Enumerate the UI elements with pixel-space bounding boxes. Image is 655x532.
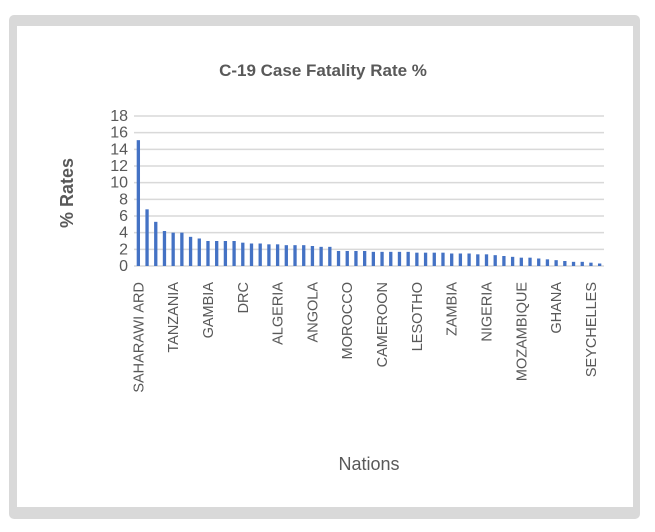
bar — [450, 253, 454, 266]
bar — [554, 260, 558, 266]
x-category-label: ANGOLA — [305, 282, 321, 343]
bar — [563, 261, 567, 266]
bar — [415, 252, 419, 266]
bar — [362, 251, 367, 266]
bar — [171, 232, 175, 266]
bar — [510, 256, 515, 266]
x-category-label: MOROCCO — [340, 282, 356, 359]
bar — [293, 245, 297, 266]
bar — [215, 241, 219, 266]
x-category-label: MOZAMBIQUE — [514, 282, 530, 381]
bar — [258, 243, 262, 266]
bar — [519, 257, 523, 266]
x-category-label: DRC — [236, 282, 252, 313]
bar — [241, 242, 245, 266]
y-tick-label: 2 — [119, 241, 128, 258]
bar — [589, 262, 593, 266]
bar — [197, 238, 201, 266]
y-tick-label: 6 — [119, 208, 128, 225]
bar — [267, 244, 271, 266]
bar — [336, 251, 341, 266]
gridlines — [134, 115, 604, 267]
bar — [545, 259, 550, 266]
bar — [441, 252, 445, 266]
bar — [319, 246, 323, 266]
x-axis-label: Nations — [338, 454, 399, 474]
x-category-label: LESOTHO — [410, 282, 426, 351]
x-category-label: SEYCHELLES — [584, 282, 600, 377]
bar — [571, 261, 576, 266]
bar — [310, 246, 315, 266]
bar — [371, 251, 376, 266]
bar — [580, 261, 584, 266]
bar — [354, 251, 358, 266]
bar — [223, 241, 228, 266]
bar — [476, 254, 480, 266]
bar — [484, 254, 489, 266]
y-tick-label: 10 — [110, 175, 128, 192]
bar — [188, 236, 193, 266]
bar — [328, 246, 332, 266]
bar — [397, 251, 402, 266]
bar — [458, 253, 463, 266]
x-axis-categories: SAHARAWI ARD TANZANIA GAMBIA DRC ALGERIA ANGO… — [131, 282, 600, 393]
y-tick-label: 16 — [110, 125, 128, 142]
bar — [389, 251, 393, 266]
bar — [502, 256, 506, 266]
bar — [302, 245, 306, 266]
bars — [136, 140, 602, 266]
bar — [206, 241, 210, 266]
bar — [275, 244, 280, 266]
y-tick-label: 12 — [110, 158, 128, 175]
bar — [423, 252, 428, 266]
bar — [136, 140, 141, 266]
bar — [154, 221, 158, 266]
y-tick-label: 0 — [119, 258, 128, 275]
bar — [345, 251, 349, 266]
chart-title: C-19 Case Fatality Rate % — [219, 61, 427, 80]
bar — [380, 251, 384, 266]
x-category-label: SAHARAWI ARD — [131, 282, 147, 393]
bar — [432, 252, 436, 266]
bar — [249, 243, 254, 266]
bar — [284, 245, 288, 266]
y-tick-label: 4 — [119, 225, 128, 242]
y-tick-label: 8 — [119, 191, 128, 208]
y-axis-label: % Rates — [57, 158, 77, 228]
x-category-label: TANZANIA — [166, 282, 182, 353]
bar — [493, 255, 497, 266]
x-category-label: GHANA — [549, 282, 565, 334]
x-category-label: ALGERIA — [271, 282, 287, 345]
bar — [467, 253, 471, 266]
bar — [528, 257, 532, 266]
bar — [597, 263, 602, 266]
x-category-label: CAMEROON — [375, 282, 391, 367]
bar — [162, 231, 167, 266]
bar — [145, 209, 149, 266]
y-tick-label: 18 — [110, 108, 128, 125]
bar — [537, 258, 541, 266]
x-category-label: GAMBIA — [201, 282, 217, 339]
x-category-label: NIGERIA — [480, 282, 496, 342]
bar — [406, 251, 410, 266]
bar — [180, 232, 184, 266]
y-tick-label: 14 — [110, 141, 128, 158]
bar — [232, 241, 236, 266]
x-category-label: ZAMBIA — [445, 282, 461, 336]
